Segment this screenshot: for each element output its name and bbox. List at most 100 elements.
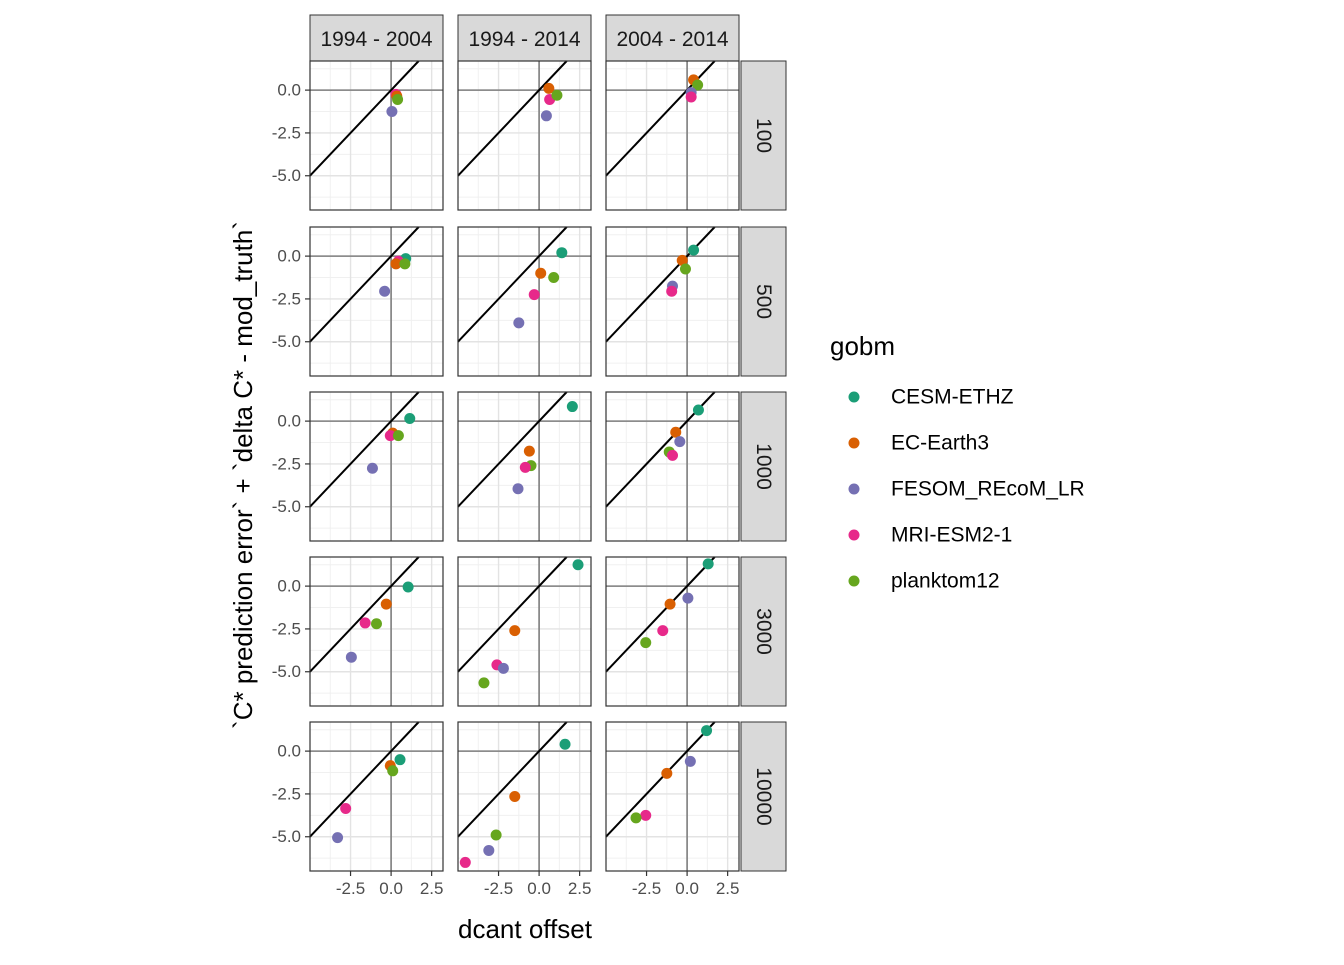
identity-line — [457, 556, 568, 673]
row-strip-label: 100 — [752, 118, 775, 153]
panel-background — [606, 557, 739, 706]
x-tick-label: 2.5 — [568, 879, 592, 898]
y-tick-label: -2.5 — [272, 454, 301, 473]
panel-background — [310, 557, 443, 706]
data-point-cesm-ethz — [566, 401, 578, 413]
legend-key — [848, 437, 860, 449]
data-point-planktom12 — [630, 812, 642, 824]
x-tick-label: -2.5 — [632, 879, 661, 898]
row-strip — [740, 721, 787, 872]
data-point-mri-esm2-1 — [657, 625, 669, 637]
data-point-planktom12 — [371, 618, 382, 630]
data-point-cesm-ethz — [688, 244, 700, 256]
panel-border — [605, 556, 740, 707]
data-point-mri-esm2-1 — [667, 449, 678, 461]
x-tick-label: -2.5 — [336, 879, 365, 898]
data-point-planktom12 — [490, 829, 502, 841]
data-point-fesom-recom-lr — [497, 662, 509, 674]
x-axis-title: dcant offset — [458, 914, 593, 944]
identity-line — [457, 391, 568, 508]
data-point-mri-esm2-1 — [340, 802, 352, 814]
data-point-cesm-ethz — [394, 754, 406, 766]
row-strip — [740, 60, 787, 211]
legend-label: CESM-ETHZ — [891, 386, 1014, 409]
data-point-ec-earth3 — [664, 598, 676, 610]
identity-line — [309, 721, 420, 838]
data-point-ec-earth3 — [676, 254, 688, 266]
data-point-mri-esm2-1 — [359, 617, 371, 629]
row-strip — [740, 391, 787, 542]
data-point-fesom-recom-lr — [512, 483, 524, 495]
identity-line — [309, 60, 420, 177]
data-point-ec-earth3 — [670, 426, 682, 438]
y-tick-label: 0.0 — [277, 577, 301, 596]
identity-line — [457, 226, 568, 343]
y-tick-label: 0.0 — [277, 412, 301, 431]
data-point-fesom-recom-lr — [366, 462, 378, 474]
data-point-fesom-recom-lr — [682, 592, 694, 604]
data-point-cesm-ethz — [404, 413, 416, 425]
legend-key — [848, 575, 860, 587]
panel-border — [605, 721, 740, 872]
data-point-ec-earth3 — [380, 598, 392, 610]
column-strip-label: 1994 - 2004 — [320, 28, 432, 51]
data-point-fesom-recom-lr — [345, 651, 357, 663]
data-point-planktom12 — [478, 677, 490, 689]
panel-border — [605, 226, 740, 377]
data-point-fesom-recom-lr — [674, 436, 686, 448]
row-strip-label: 500 — [752, 284, 775, 319]
data-point-planktom12 — [548, 272, 560, 284]
panel-border — [309, 721, 444, 872]
data-point-mri-esm2-1 — [519, 461, 531, 473]
y-tick-label: -5.0 — [272, 662, 301, 681]
y-tick-label: -2.5 — [272, 289, 301, 308]
data-point-planktom12 — [679, 263, 691, 275]
legend-label: MRI-ESM2-1 — [891, 524, 1012, 547]
data-point-cesm-ethz — [572, 559, 584, 571]
legend-key — [848, 529, 860, 541]
y-tick-label: -5.0 — [272, 332, 301, 351]
x-tick-label: 0.0 — [379, 879, 403, 898]
row-strip-label: 10000 — [752, 767, 775, 825]
y-tick-label: -2.5 — [272, 619, 301, 638]
legend-key — [848, 391, 860, 403]
data-point-ec-earth3 — [543, 82, 555, 94]
y-axis-title: `C* prediction error` + `delta C* - mod_… — [228, 221, 258, 729]
data-point-planktom12 — [387, 765, 399, 777]
data-point-cesm-ethz — [556, 247, 568, 259]
data-point-ec-earth3 — [535, 267, 547, 279]
y-tick-label: -2.5 — [272, 784, 301, 803]
data-point-fesom-recom-lr — [540, 110, 552, 122]
panel-background — [310, 227, 443, 376]
data-point-ec-earth3 — [509, 625, 521, 637]
data-point-ec-earth3 — [523, 445, 535, 457]
panel-background — [606, 61, 739, 210]
data-point-planktom12 — [392, 430, 404, 442]
y-tick-label: 0.0 — [277, 81, 301, 100]
data-point-mri-esm2-1 — [685, 91, 697, 103]
legend-key — [848, 483, 860, 495]
x-tick-label: 0.0 — [675, 879, 699, 898]
y-tick-label: -5.0 — [272, 497, 301, 516]
row-strip-label: 3000 — [752, 608, 775, 655]
x-tick-label: 2.5 — [716, 879, 740, 898]
identity-line — [309, 226, 420, 343]
identity-line — [457, 721, 568, 838]
row-strip — [740, 556, 787, 707]
data-point-planktom12 — [399, 258, 411, 270]
data-point-mri-esm2-1 — [528, 289, 540, 301]
panel-border — [309, 556, 444, 707]
identity-line — [605, 721, 716, 838]
panel-border — [605, 391, 740, 542]
panel-border — [605, 60, 740, 211]
data-point-fesom-recom-lr — [332, 832, 344, 844]
panel-border — [309, 391, 444, 542]
x-tick-label: 2.5 — [420, 879, 444, 898]
panel-background — [458, 61, 591, 210]
data-point-ec-earth3 — [661, 767, 673, 779]
data-point-mri-esm2-1 — [640, 809, 652, 821]
panel-border — [309, 60, 444, 211]
data-point-mri-esm2-1 — [384, 430, 396, 442]
